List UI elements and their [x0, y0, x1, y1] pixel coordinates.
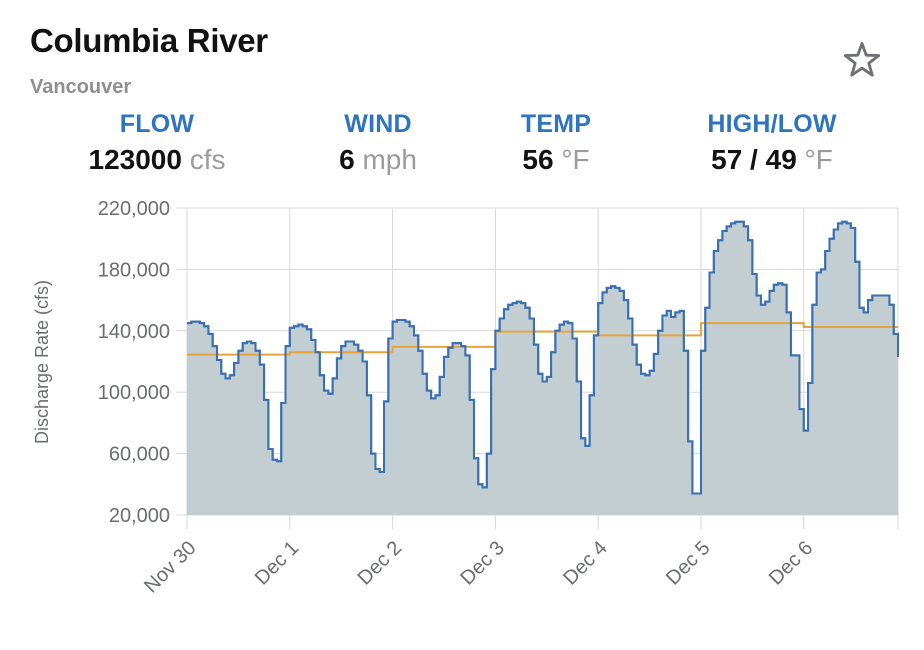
location-subtitle: Vancouver — [30, 76, 132, 98]
x-tick-label: Dec 4 — [559, 537, 612, 590]
stat-highlow-value: 57 / 49 — [711, 144, 797, 175]
stat-flow-label: FLOW — [119, 110, 195, 138]
x-tick-label: Dec 6 — [765, 537, 818, 590]
y-tick-label: 20,000 — [109, 505, 170, 527]
stat-temp-label: TEMP — [520, 110, 592, 138]
stat-wind: WIND 6 mph — [339, 110, 417, 176]
x-tick-label: Dec 5 — [662, 537, 715, 590]
y-tick-label: 60,000 — [109, 444, 170, 466]
star-icon — [843, 41, 881, 77]
favorite-button[interactable] — [840, 40, 884, 84]
page-title: Columbia River — [30, 22, 268, 59]
stat-highlow-label: HIGH/LOW — [707, 110, 837, 138]
stat-flow: FLOW 123000 cfs — [89, 110, 226, 176]
discharge-step-line-top — [187, 220, 899, 495]
stat-wind-label: WIND — [344, 110, 412, 138]
y-tick-label: 220,000 — [98, 198, 170, 220]
median-step-line — [187, 322, 898, 356]
y-axis-title: Discharge Rate (cfs) — [32, 280, 52, 444]
stat-flow-unit: cfs — [189, 144, 226, 175]
stat-highlow-unit: °F — [804, 144, 833, 175]
x-tick-label: Dec 2 — [354, 537, 407, 590]
y-tick-label: 100,000 — [98, 382, 170, 404]
x-tick-label: Dec 1 — [251, 537, 304, 590]
stat-temp-value: 56 — [522, 144, 554, 175]
stat-wind-unit: mph — [362, 144, 417, 175]
x-tick-label: Dec 3 — [456, 537, 509, 590]
stat-temp-unit: °F — [561, 144, 590, 175]
stat-flow-value: 123000 — [88, 144, 182, 175]
x-tick-label: Nov 30 — [140, 537, 200, 597]
discharge-area — [187, 221, 898, 515]
stat-highlow: HIGH/LOW 57 / 49 °F — [707, 110, 836, 176]
stat-temp: TEMP 56 °F — [521, 110, 591, 176]
stat-wind-value: 6 — [339, 144, 355, 175]
y-tick-label: 180,000 — [98, 259, 170, 281]
y-tick-label: 140,000 — [98, 321, 170, 343]
